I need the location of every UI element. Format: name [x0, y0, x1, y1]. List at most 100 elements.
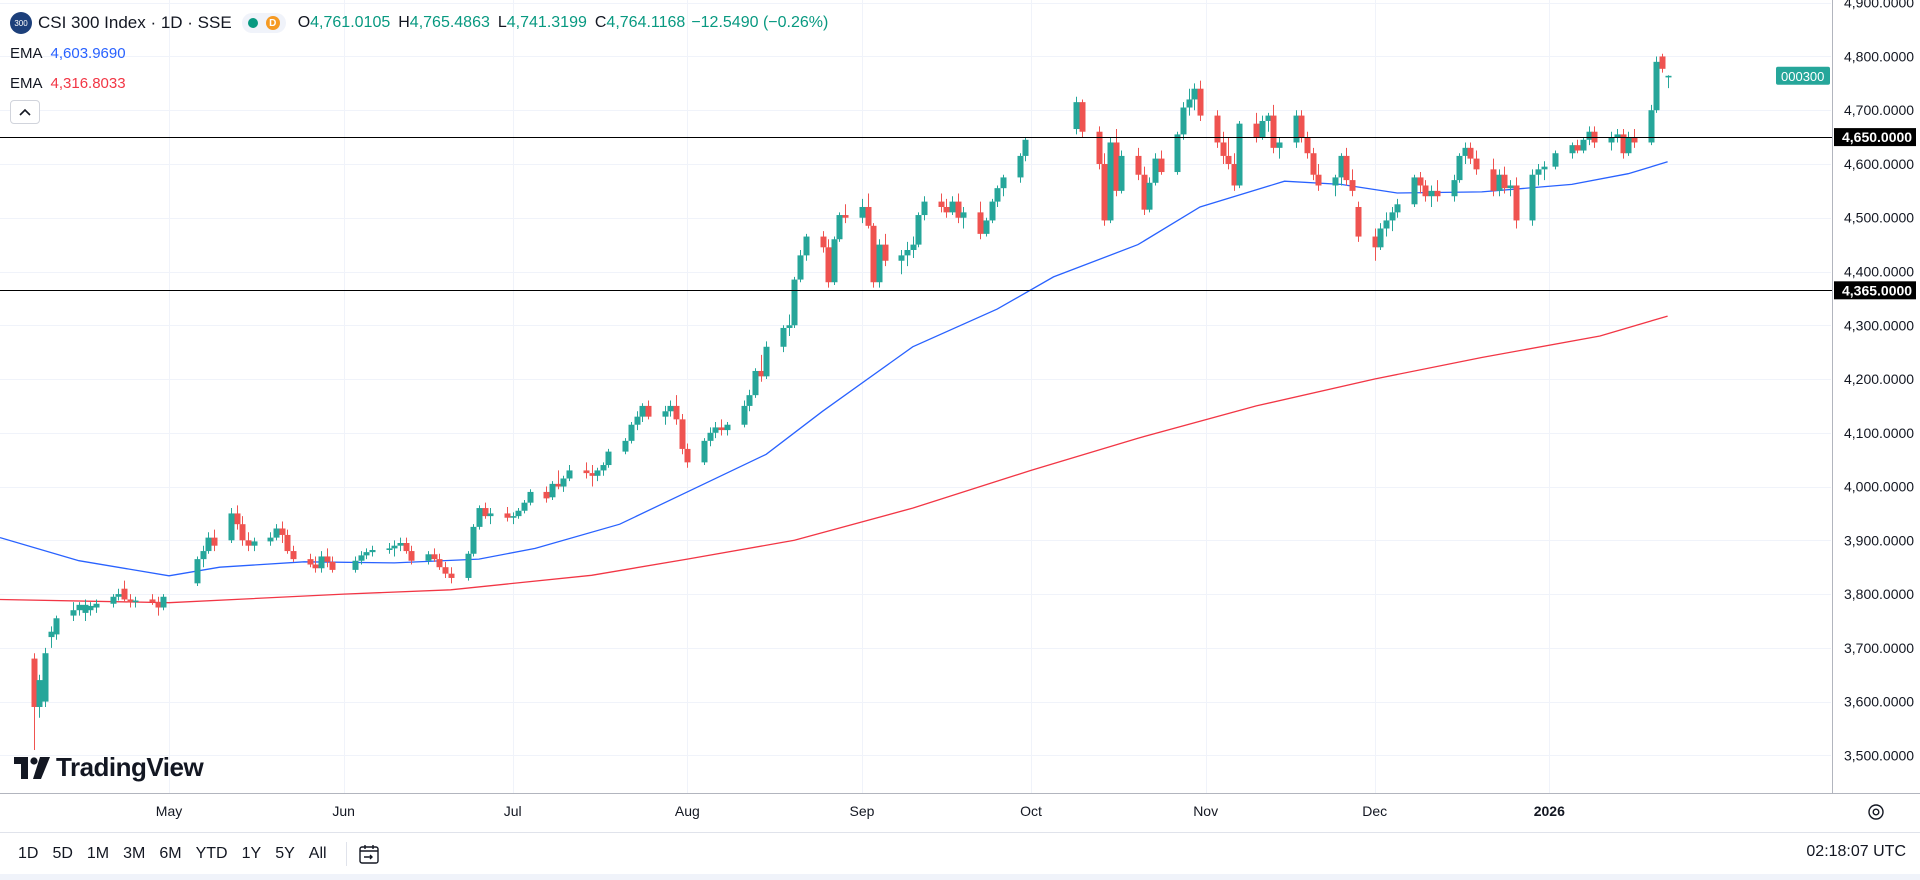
candle[interactable]: [442, 561, 449, 578]
candle[interactable]: [1473, 150, 1480, 175]
candle[interactable]: [1608, 131, 1615, 151]
candle[interactable]: [746, 389, 753, 412]
collapse-legend-button[interactable]: [10, 100, 40, 124]
candle[interactable]: [1017, 153, 1024, 183]
candle[interactable]: [791, 276, 798, 328]
timeframe-button[interactable]: 5Y: [275, 844, 295, 862]
candle[interactable]: [882, 233, 889, 267]
candle[interactable]: [36, 674, 43, 718]
candle[interactable]: [290, 545, 297, 562]
candle[interactable]: [1135, 147, 1142, 181]
candle[interactable]: [921, 196, 928, 221]
timeframe-button[interactable]: 1D: [18, 844, 39, 862]
candle[interactable]: [318, 551, 325, 573]
candle[interactable]: [1338, 153, 1345, 186]
candle[interactable]: [763, 341, 770, 380]
candle[interactable]: [510, 512, 517, 525]
candle[interactable]: [741, 400, 748, 428]
symbol-logo[interactable]: 300: [10, 12, 32, 34]
candle[interactable]: [1304, 131, 1311, 159]
candle[interactable]: [273, 524, 280, 541]
candle[interactable]: [194, 556, 201, 587]
ema-fast-legend[interactable]: EMA 4,603.9690: [10, 42, 834, 64]
candle[interactable]: [397, 537, 404, 552]
candle[interactable]: [1214, 110, 1221, 148]
candle[interactable]: [1197, 80, 1204, 121]
candle[interactable]: [391, 540, 398, 557]
candle[interactable]: [865, 193, 872, 229]
candle[interactable]: [842, 204, 849, 224]
candle[interactable]: [673, 395, 680, 425]
candle[interactable]: [589, 465, 596, 487]
candle[interactable]: [780, 325, 787, 353]
tradingview-logo[interactable]: TradingView: [14, 752, 204, 783]
candle[interactable]: [1343, 147, 1350, 186]
candle[interactable]: [1152, 153, 1159, 186]
candle[interactable]: [515, 508, 522, 519]
candle[interactable]: [797, 249, 804, 283]
candle[interactable]: [1186, 88, 1193, 116]
candle[interactable]: [76, 602, 83, 616]
candle[interactable]: [555, 470, 562, 490]
candle[interactable]: [1191, 83, 1198, 111]
candle[interactable]: [87, 602, 94, 616]
candle[interactable]: [279, 521, 286, 544]
candle[interactable]: [1625, 131, 1632, 156]
candle[interactable]: [803, 233, 810, 261]
candle[interactable]: [1073, 96, 1080, 135]
candle[interactable]: [1265, 112, 1272, 132]
candle[interactable]: [825, 239, 832, 288]
candle[interactable]: [1096, 126, 1103, 170]
candle[interactable]: [1659, 53, 1666, 73]
candle[interactable]: [324, 548, 331, 568]
candle[interactable]: [1434, 180, 1441, 202]
candle[interactable]: [989, 198, 996, 224]
candle[interactable]: [955, 193, 962, 224]
candle[interactable]: [1569, 142, 1576, 159]
candle[interactable]: [1118, 150, 1125, 194]
candle[interactable]: [245, 532, 252, 552]
candle[interactable]: [267, 532, 274, 546]
candle[interactable]: [1552, 150, 1559, 170]
candle[interactable]: [431, 548, 438, 562]
timeframe-button[interactable]: 6M: [159, 844, 182, 862]
candle[interactable]: [758, 354, 765, 382]
candle[interactable]: [1225, 137, 1232, 170]
candle[interactable]: [605, 448, 612, 468]
candle[interactable]: [115, 588, 122, 601]
candle[interactable]: [436, 553, 443, 570]
candle[interactable]: [1231, 153, 1238, 191]
candle[interactable]: [352, 556, 359, 573]
candle[interactable]: [960, 206, 967, 229]
candle[interactable]: [93, 599, 100, 613]
candle[interactable]: [160, 594, 167, 611]
candle[interactable]: [1648, 104, 1655, 146]
candle[interactable]: [228, 508, 235, 544]
candle[interactable]: [358, 551, 365, 565]
candle[interactable]: [1574, 139, 1581, 154]
candle[interactable]: [977, 201, 984, 240]
candle[interactable]: [949, 196, 956, 216]
candle[interactable]: [938, 193, 945, 213]
candle[interactable]: [1293, 110, 1300, 148]
candle[interactable]: [549, 481, 556, 500]
candle[interactable]: [1586, 126, 1593, 146]
candle[interactable]: [1310, 147, 1317, 181]
candle[interactable]: [363, 548, 370, 560]
symbol-title[interactable]: CSI 300 Index · 1D · SSE: [38, 13, 232, 32]
candle[interactable]: [752, 368, 759, 398]
timeframe-button[interactable]: 3M: [123, 844, 146, 862]
candle[interactable]: [1501, 166, 1508, 194]
candle[interactable]: [1383, 212, 1390, 237]
candle[interactable]: [662, 405, 669, 425]
candle[interactable]: [1620, 129, 1627, 159]
candle[interactable]: [527, 489, 534, 506]
settings-icon[interactable]: [1868, 804, 1884, 820]
candle[interactable]: [684, 443, 691, 468]
candle[interactable]: [628, 422, 635, 444]
candle[interactable]: [1079, 99, 1086, 138]
candle[interactable]: [82, 599, 89, 621]
candle[interactable]: [622, 438, 629, 455]
candle[interactable]: [560, 475, 567, 492]
candle[interactable]: [31, 653, 38, 750]
